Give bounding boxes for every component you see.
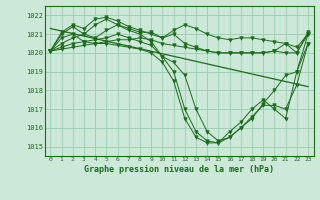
X-axis label: Graphe pression niveau de la mer (hPa): Graphe pression niveau de la mer (hPa) xyxy=(84,165,274,174)
